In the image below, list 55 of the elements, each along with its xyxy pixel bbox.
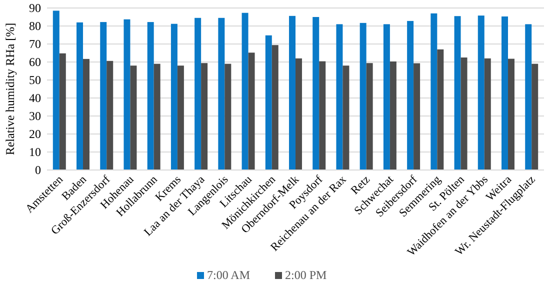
y-tick-label: 70 [29, 37, 41, 52]
bar [130, 66, 137, 170]
y-tick-label: 10 [29, 145, 41, 160]
bar [460, 58, 468, 170]
bar [218, 18, 225, 170]
bar [508, 58, 514, 170]
bar [478, 16, 484, 170]
bar [154, 64, 160, 170]
bar [194, 18, 202, 170]
bar [248, 52, 255, 170]
bar [336, 24, 343, 170]
y-tick-label: 30 [29, 109, 41, 124]
bar [437, 49, 444, 170]
bar [319, 61, 326, 170]
bar [106, 60, 114, 170]
y-tick-label: 0 [35, 163, 41, 178]
bar [272, 45, 278, 170]
bar [289, 16, 296, 170]
bar [265, 35, 272, 170]
bar [532, 64, 538, 170]
bar [390, 61, 396, 170]
bar [59, 53, 66, 170]
legend-label: 7:00 AM [207, 268, 250, 282]
y-tick-label: 60 [29, 55, 41, 70]
y-tick-label: 80 [29, 19, 41, 34]
bar [383, 24, 390, 170]
y-axis-title: Relative humidity RHa [%] [3, 22, 17, 156]
bar [52, 10, 60, 170]
y-tick-label: 40 [29, 91, 41, 106]
bar [242, 12, 248, 170]
bar [454, 16, 461, 170]
y-tick-label: 90 [29, 1, 41, 16]
bar [170, 24, 178, 170]
bar [430, 13, 438, 170]
bar [407, 20, 414, 170]
bar [414, 63, 420, 170]
bar [342, 66, 350, 170]
bar [76, 22, 84, 170]
bar [83, 58, 90, 170]
bar [147, 22, 154, 170]
bar [100, 22, 107, 170]
bar [366, 63, 373, 170]
bar [360, 22, 366, 170]
y-tick-label: 50 [29, 73, 41, 88]
bar [484, 58, 491, 170]
bar [296, 58, 302, 170]
legend-label: 2:00 PM [285, 268, 328, 282]
bar [124, 19, 130, 170]
bar [224, 64, 232, 170]
bar [312, 17, 320, 170]
bar [525, 24, 532, 170]
bar [502, 16, 508, 170]
y-tick-label: 20 [29, 127, 41, 142]
bar [177, 66, 184, 170]
bar [201, 63, 208, 170]
